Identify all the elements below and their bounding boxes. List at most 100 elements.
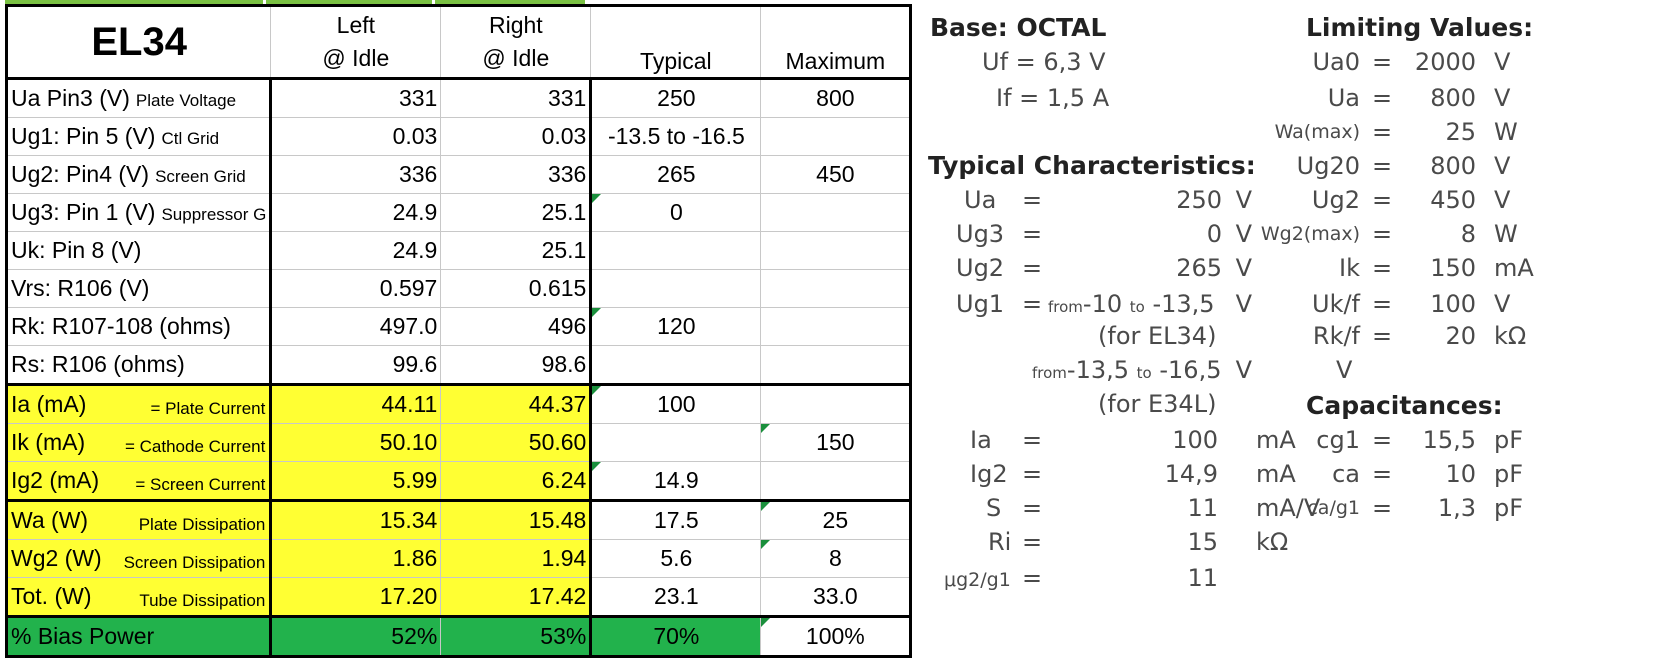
- maximum-cell[interactable]: 800: [760, 78, 913, 118]
- tube-title[interactable]: EL34: [4, 4, 272, 80]
- comment-marker[interactable]: [592, 194, 602, 203]
- maximum-cell[interactable]: 450: [760, 155, 913, 194]
- row-label-cell[interactable]: Tot. (W) Tube Dissipation: [4, 577, 273, 617]
- typical-cell[interactable]: 100: [590, 383, 762, 424]
- row-label-cell[interactable]: Ug2: Pin4 (V) Screen Grid: [4, 155, 273, 194]
- row-label-cell[interactable]: Wa (W) Plate Dissipation: [4, 499, 273, 540]
- row-label-cell[interactable]: Wg2 (W) Screen Dissipation: [4, 539, 273, 578]
- header-typical[interactable]: Typical: [590, 4, 762, 80]
- left-idle-cell[interactable]: 331: [270, 78, 442, 118]
- comment-marker[interactable]: [761, 503, 771, 511]
- limit-wg2-max-unit: W: [1494, 220, 1518, 248]
- row-description: Suppressor G: [161, 205, 267, 224]
- right-idle-cell[interactable]: 15.48: [440, 499, 593, 540]
- right-idle-cell[interactable]: 17.42: [440, 577, 593, 617]
- right-idle-cell[interactable]: 25.1: [440, 193, 593, 232]
- typ-ig2-val: 14,9: [1164, 460, 1218, 488]
- right-idle-cell[interactable]: 25.1: [440, 231, 593, 270]
- typical-cell[interactable]: 14.9: [590, 461, 762, 501]
- right-idle-cell[interactable]: 6.24: [440, 461, 593, 501]
- left-idle-cell[interactable]: 0.597: [270, 269, 442, 308]
- left-idle-cell[interactable]: 17.20: [270, 577, 442, 617]
- row-label-cell[interactable]: Ug3: Pin 1 (V) Suppressor G: [4, 193, 273, 232]
- left-idle-cell[interactable]: 336: [270, 155, 442, 194]
- left-idle-cell[interactable]: 99.6: [270, 345, 442, 385]
- row-label-cell[interactable]: Ua Pin3 (V) Plate Voltage: [4, 78, 273, 118]
- row-label-cell[interactable]: Ik (mA) = Cathode Current: [4, 423, 273, 462]
- left-idle-cell[interactable]: 52%: [270, 615, 442, 658]
- typical-cell[interactable]: 120: [590, 307, 762, 346]
- comment-marker[interactable]: [761, 424, 771, 433]
- datasheet-panel: Base: OCTAL Uf = 6,3 V If = 1,5 A Typica…: [928, 13, 1534, 593]
- right-idle-cell[interactable]: 496: [440, 307, 593, 346]
- left-idle-cell[interactable]: 44.11: [270, 383, 442, 424]
- row-label-cell[interactable]: Vrs: R106 (V): [4, 269, 273, 308]
- maximum-cell[interactable]: [760, 461, 913, 501]
- maximum-cell[interactable]: [760, 345, 913, 385]
- maximum-cell[interactable]: 33.0: [760, 577, 913, 617]
- comment-marker[interactable]: [761, 619, 771, 627]
- maximum-cell[interactable]: [760, 193, 913, 232]
- typical-cell[interactable]: [590, 269, 762, 308]
- left-idle-cell[interactable]: 24.9: [270, 231, 442, 270]
- typ-ug1b-v2: -16,5: [1159, 356, 1222, 384]
- left-idle-cell[interactable]: 15.34: [270, 499, 442, 540]
- row-label: Ua Pin3 (V): [11, 85, 130, 111]
- maximum-cell[interactable]: 8: [760, 539, 913, 578]
- left-idle-cell[interactable]: 24.9: [270, 193, 442, 232]
- right-idle-cell[interactable]: 331: [440, 78, 593, 118]
- maximum-cell[interactable]: [760, 383, 913, 424]
- typical-cell[interactable]: [590, 231, 762, 270]
- typical-cell[interactable]: 23.1: [590, 577, 762, 617]
- typical-cell[interactable]: 265: [590, 155, 762, 194]
- maximum-cell[interactable]: [760, 307, 913, 346]
- comment-marker[interactable]: [592, 308, 602, 317]
- comment-marker[interactable]: [761, 540, 771, 549]
- comment-marker[interactable]: [592, 462, 602, 471]
- left-idle-cell[interactable]: 5.99: [270, 461, 442, 501]
- typical-cell[interactable]: 0: [590, 193, 762, 232]
- row-label-cell[interactable]: Rk: R107-108 (ohms): [4, 307, 273, 346]
- maximum-cell[interactable]: [760, 117, 913, 156]
- typical-cell[interactable]: -13.5 to -16.5: [590, 117, 762, 156]
- right-idle-cell[interactable]: 98.6: [440, 345, 593, 385]
- right-idle-cell[interactable]: 44.37: [440, 383, 593, 424]
- typical-cell[interactable]: [590, 345, 762, 385]
- row-label-cell[interactable]: Ig2 (mA) = Screen Current: [4, 461, 273, 501]
- maximum-cell[interactable]: [760, 269, 913, 308]
- row-label-cell[interactable]: Rs: R106 (ohms): [4, 345, 273, 385]
- row-label-cell[interactable]: Ug1: Pin 5 (V) Ctl Grid: [4, 117, 273, 156]
- cap-ca-val: 10: [1445, 460, 1476, 488]
- typical-cell[interactable]: 17.5: [590, 499, 762, 540]
- top-strip: [0, 0, 960, 6]
- maximum-cell[interactable]: 100%: [760, 615, 913, 658]
- header-maximum[interactable]: Maximum: [760, 4, 913, 80]
- comment-marker[interactable]: [592, 387, 602, 395]
- left-idle-cell[interactable]: 50.10: [270, 423, 442, 462]
- header-left[interactable]: Left @ Idle: [270, 4, 442, 80]
- left-idle-cell[interactable]: 497.0: [270, 307, 442, 346]
- typical-cell[interactable]: 250: [590, 78, 762, 118]
- right-idle-cell-text: 15.48: [528, 507, 587, 533]
- limit-ik-sym: Ik: [1339, 254, 1360, 282]
- left-idle-cell[interactable]: 0.03: [270, 117, 442, 156]
- header-right[interactable]: Right @ Idle: [440, 4, 592, 80]
- right-idle-cell[interactable]: 53%: [440, 615, 593, 658]
- right-idle-cell[interactable]: 1.94: [440, 539, 593, 578]
- top-strip-green: [435, 0, 585, 4]
- maximum-cell[interactable]: [760, 231, 913, 270]
- left-idle-cell[interactable]: 1.86: [270, 539, 442, 578]
- right-idle-cell[interactable]: 0.615: [440, 269, 593, 308]
- typical-cell[interactable]: 70%: [590, 615, 762, 658]
- maximum-cell[interactable]: 25: [760, 499, 913, 540]
- row-label-cell[interactable]: Uk: Pin 8 (V): [4, 231, 273, 270]
- right-idle-cell[interactable]: 336: [440, 155, 593, 194]
- maximum-cell[interactable]: 150: [760, 423, 913, 462]
- row-label-cell[interactable]: Ia (mA) = Plate Current: [4, 383, 273, 424]
- row-label-cell[interactable]: % Bias Power: [4, 615, 273, 658]
- right-idle-cell[interactable]: 50.60: [440, 423, 593, 462]
- typical-cell[interactable]: [590, 423, 762, 462]
- typ-ug1b-from: from: [1032, 364, 1067, 382]
- typical-cell[interactable]: 5.6: [590, 539, 762, 578]
- right-idle-cell[interactable]: 0.03: [440, 117, 593, 156]
